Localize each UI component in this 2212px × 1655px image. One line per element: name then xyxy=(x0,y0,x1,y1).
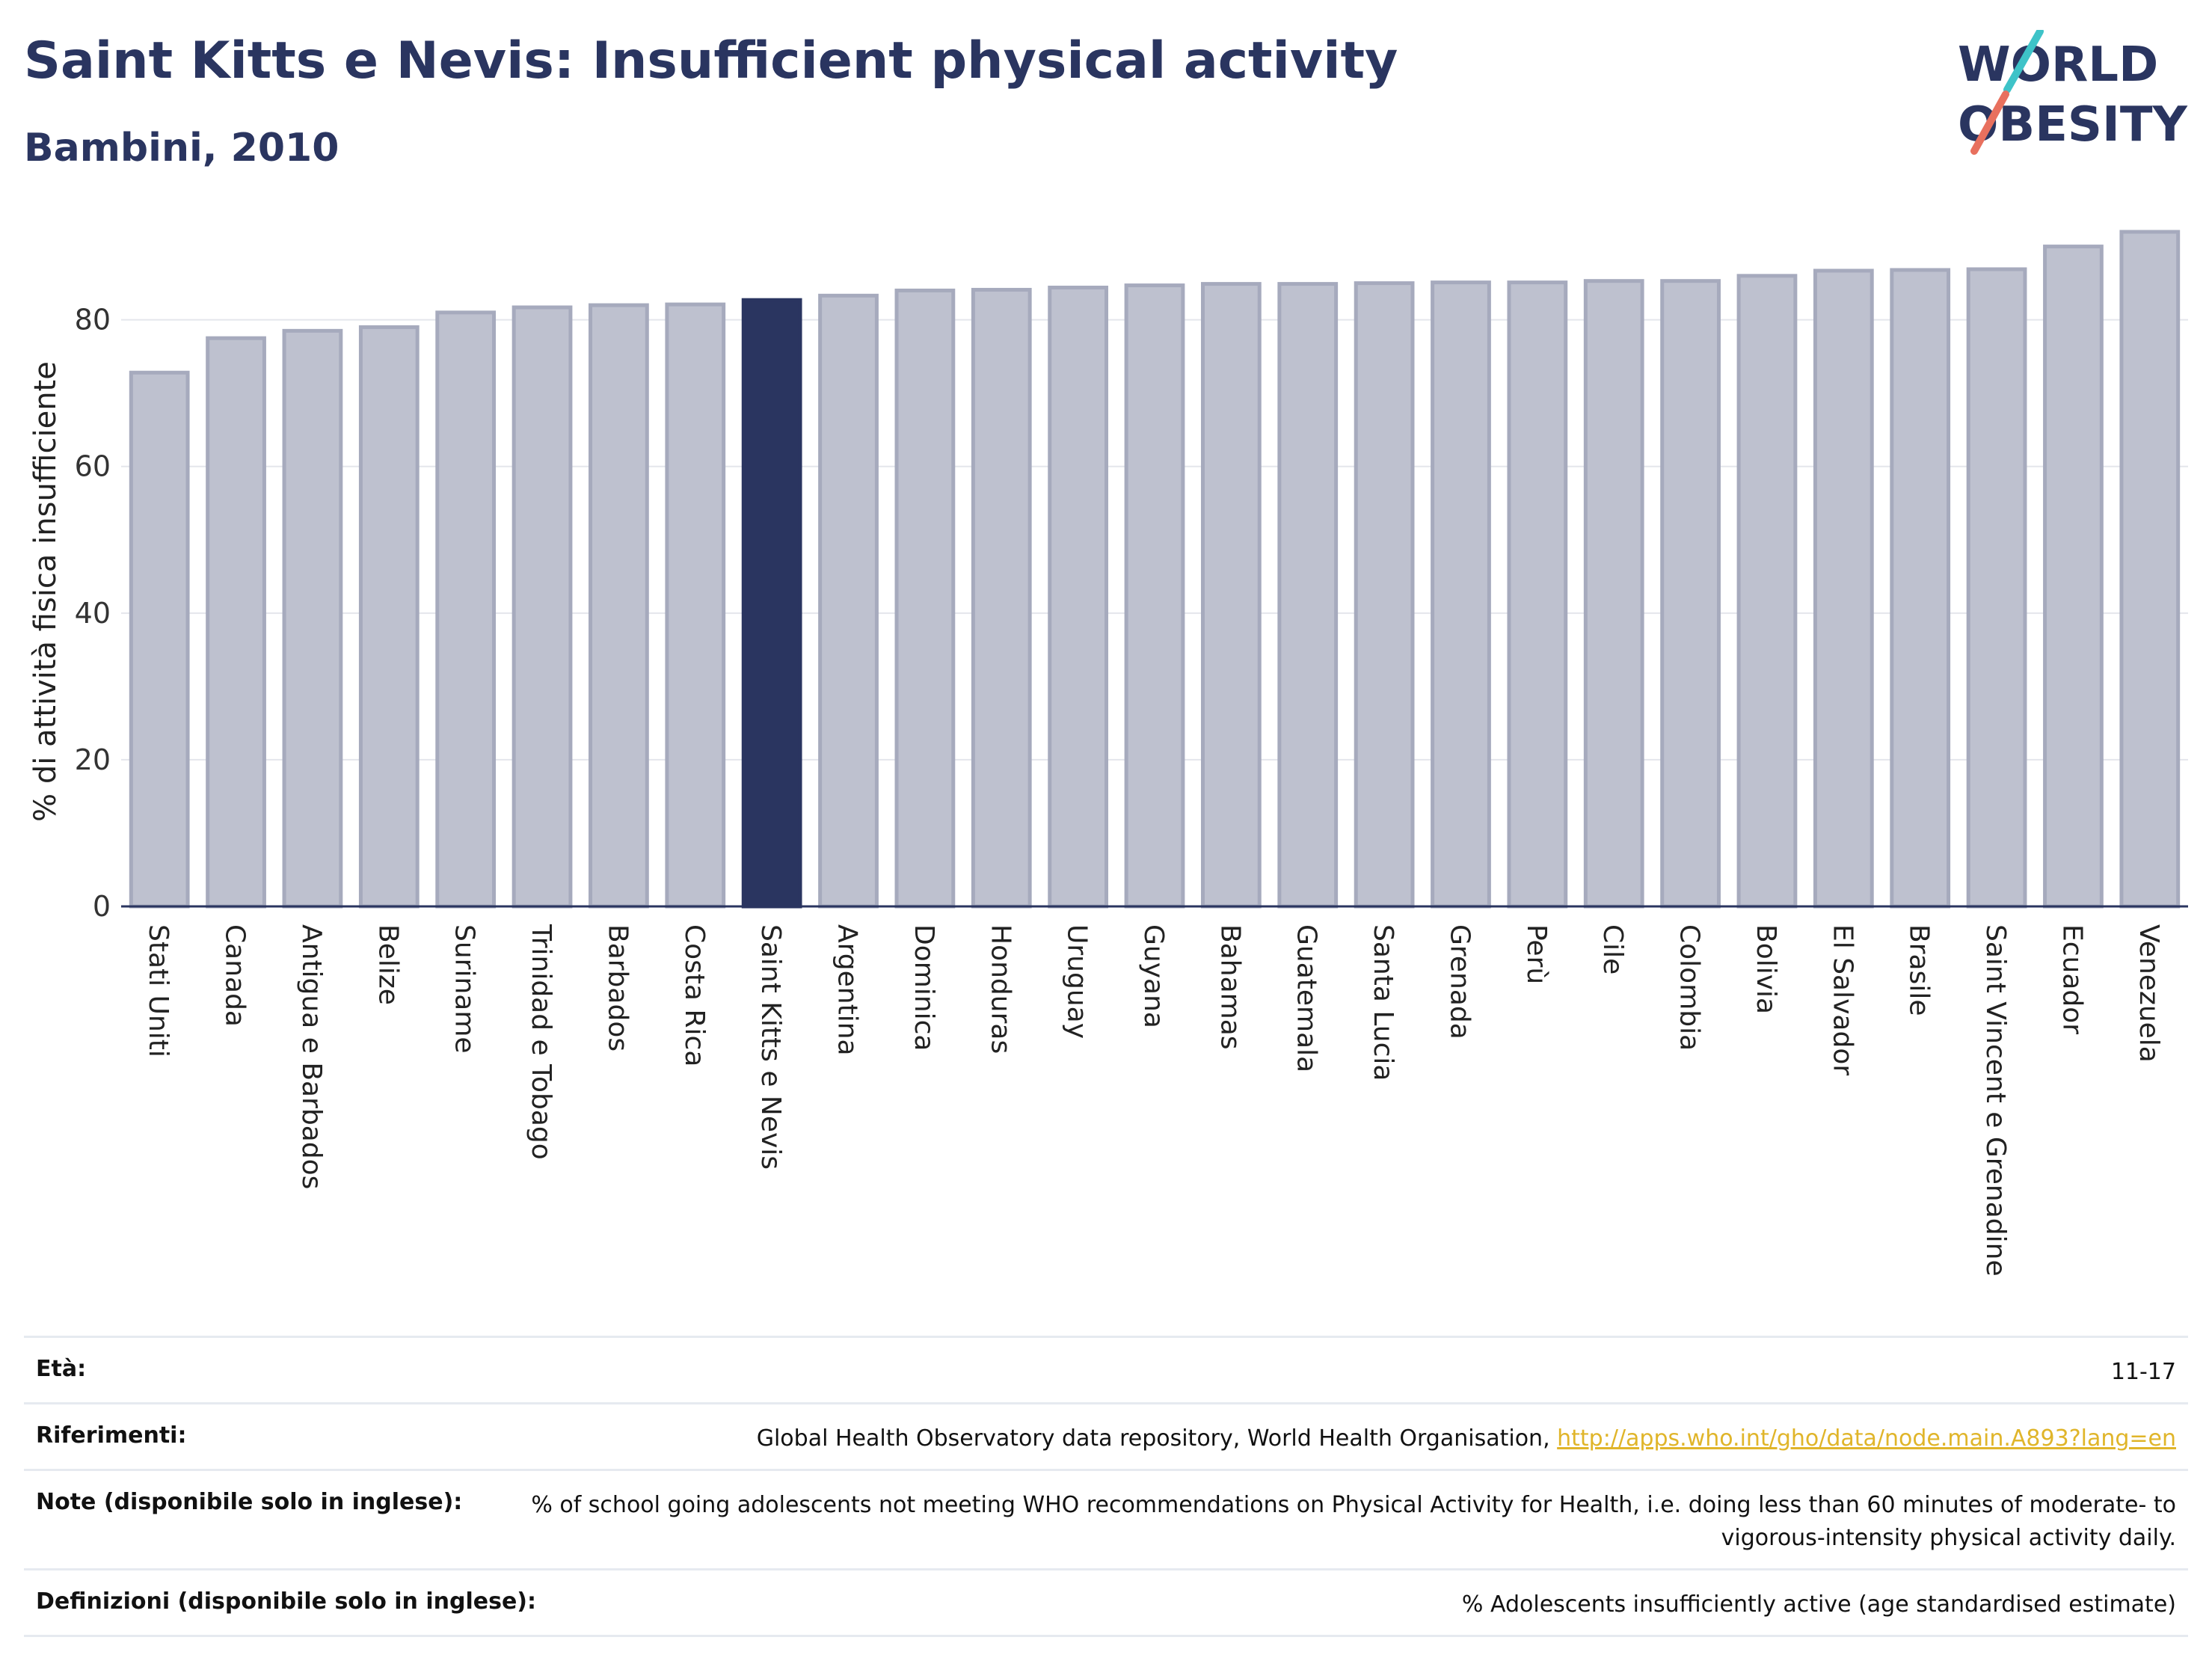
y-tick-label: 60 xyxy=(75,450,111,483)
meta-key-definitions: Definizioni (disponibile solo in inglese… xyxy=(36,1588,536,1615)
x-category-label: Costa Rica xyxy=(679,924,710,1066)
x-category-label: Barbados xyxy=(602,924,633,1051)
x-category-label: Dominica xyxy=(909,924,939,1051)
bar xyxy=(894,288,956,909)
meta-value-definitions: % Adolescents insufficiently active (age… xyxy=(1461,1591,2176,1618)
x-category-label: Guyana xyxy=(1138,924,1169,1028)
x-category-label: Suriname xyxy=(449,924,480,1054)
bar xyxy=(206,336,266,909)
x-category-label: Canada xyxy=(220,924,251,1027)
bar xyxy=(1277,282,1339,909)
bar xyxy=(971,287,1032,909)
meta-value-references: Global Health Observatory data repositor… xyxy=(757,1422,2176,1455)
x-category-label: Cile xyxy=(1597,924,1628,974)
x-category-label: Argentina xyxy=(832,924,863,1056)
x-category-label: Saint Kitts e Nevis xyxy=(755,924,786,1170)
bar xyxy=(1660,279,1721,909)
bar xyxy=(1200,282,1262,909)
meta-row-age: Età: 11-17 xyxy=(24,1336,2188,1402)
bar xyxy=(1813,268,1874,909)
bar-layer xyxy=(121,230,2188,909)
bar xyxy=(665,302,726,909)
world-obesity-logo: WORLD OBESITY xyxy=(1958,30,2187,155)
y-axis-title: % di attività fisica insufficiente xyxy=(28,361,63,822)
y-tick-label: 80 xyxy=(75,304,111,337)
bar xyxy=(1736,274,1798,909)
x-category-label: Stati Uniti xyxy=(143,924,173,1057)
bar xyxy=(589,303,649,909)
references-link[interactable]: http://apps.who.int/gho/data/node.main.A… xyxy=(1557,1425,2176,1452)
meta-row-notes: Note (disponibile solo in inglese): % of… xyxy=(24,1469,2188,1568)
meta-row-definitions: Definizioni (disponibile solo in inglese… xyxy=(24,1568,2188,1637)
y-tick-label: 0 xyxy=(93,890,111,923)
bar xyxy=(818,293,879,909)
meta-row-references: Riferimenti: Global Health Observatory d… xyxy=(24,1402,2188,1469)
x-category-label: Grenada xyxy=(1444,924,1475,1040)
x-category-label: Brasile xyxy=(1904,924,1935,1016)
bar xyxy=(2043,245,2104,909)
bar xyxy=(358,325,420,909)
bar xyxy=(129,370,190,909)
bar xyxy=(1966,267,2027,909)
bar xyxy=(1048,286,1109,909)
x-category-label: Santa Lucia xyxy=(1368,924,1398,1081)
references-text: Global Health Observatory data repositor… xyxy=(756,1425,1558,1452)
logo-slash-coral xyxy=(1970,90,2009,155)
bar xyxy=(1583,279,1644,909)
bar xyxy=(1890,268,1951,909)
bar xyxy=(2119,230,2181,909)
x-category-label: Honduras xyxy=(985,924,1016,1054)
x-category-label: Perù xyxy=(1521,924,1552,984)
x-category-label: Guatemala xyxy=(1291,924,1322,1072)
bar xyxy=(435,310,497,909)
meta-key-references: Riferimenti: xyxy=(36,1422,187,1449)
x-category-label: Belize xyxy=(372,924,403,1005)
bar xyxy=(1124,283,1185,909)
bar xyxy=(282,328,343,909)
bar-chart: 0 20 40 60 80 Stati Uniti Canada Antigua e Bar… xyxy=(28,230,2188,1277)
label-layer: Stati Uniti Canada Antigua e Barbados Beliz… xyxy=(143,924,2164,1277)
metadata-table: Età: 11-17 Riferimenti: Global Health Ob… xyxy=(24,1336,2188,1637)
y-tick-label: 40 xyxy=(75,597,111,630)
bar-highlight xyxy=(741,298,802,909)
x-category-label: Bolivia xyxy=(1751,924,1781,1014)
page-title: Saint Kitts e Nevis: Insufficient physic… xyxy=(24,31,1398,90)
page-subtitle: Bambini, 2010 xyxy=(24,126,340,171)
logo-slash-teal xyxy=(2003,30,2044,93)
x-category-label: Uruguay xyxy=(1062,924,1093,1039)
x-category-label: Colombia xyxy=(1674,924,1705,1051)
x-category-label: Antigua e Barbados xyxy=(296,924,327,1189)
x-category-label: Trinidad e Tobago xyxy=(526,924,556,1160)
bar xyxy=(1431,280,1491,909)
x-category-label: Venezuela xyxy=(2133,924,2164,1063)
bar xyxy=(1354,281,1415,909)
x-category-label: Saint Vincent e Grenadine xyxy=(1980,924,2011,1277)
meta-value-notes: % of school going adolescents not meetin… xyxy=(531,1492,2176,1551)
bar xyxy=(1507,280,1568,909)
meta-key-age: Età: xyxy=(36,1356,87,1382)
x-category-label: Bahamas xyxy=(1214,924,1245,1050)
logo-line-1: WORLD xyxy=(1958,37,2158,93)
bar xyxy=(511,305,573,909)
y-tick-label: 20 xyxy=(75,743,111,776)
meta-value-age: 11-17 xyxy=(2110,1359,2176,1385)
x-category-label: El Salvador xyxy=(1827,924,1858,1075)
x-category-label: Ecuador xyxy=(2056,924,2087,1034)
meta-key-notes: Note (disponibile solo in inglese): xyxy=(36,1489,463,1515)
